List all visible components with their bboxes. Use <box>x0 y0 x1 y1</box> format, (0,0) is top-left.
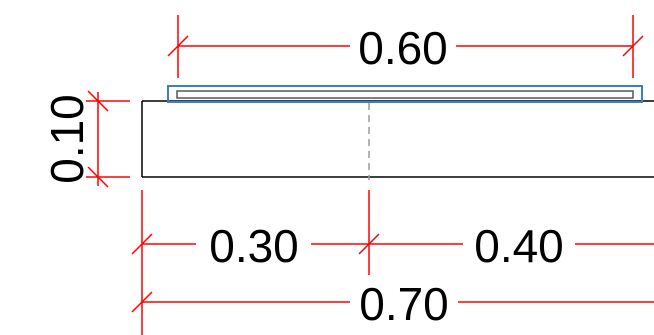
dimension-label-left-part: 0.30 <box>209 220 299 272</box>
slab-body <box>141 100 654 178</box>
top-plate <box>167 85 643 103</box>
dimension-top <box>167 15 644 78</box>
dimension-label-right-part: 0.40 <box>474 220 564 272</box>
tick-total-left <box>131 291 153 313</box>
tick-center <box>358 233 380 255</box>
tick-top <box>87 90 109 112</box>
tick-left-edge <box>131 233 153 255</box>
dimension-bottom-total <box>131 291 654 313</box>
tick-bottom <box>87 166 109 188</box>
tick-right <box>622 35 644 57</box>
tick-left <box>167 35 189 57</box>
dimension-label-top: 0.60 <box>358 22 448 74</box>
plate-outer <box>167 85 643 103</box>
dimension-bottom-parts <box>131 190 654 335</box>
dimension-label-height: 0.10 <box>41 94 93 184</box>
plate-inner <box>176 90 634 99</box>
dimension-left <box>86 90 130 188</box>
dimension-label-total: 0.70 <box>359 278 449 330</box>
